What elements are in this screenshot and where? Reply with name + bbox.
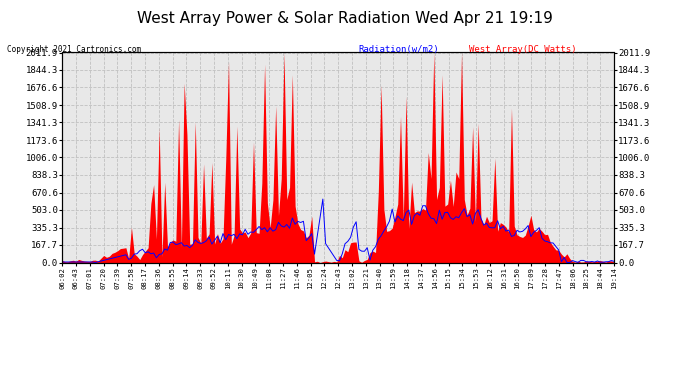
Text: Radiation(w/m2): Radiation(w/m2) [359,45,440,54]
Text: Copyright 2021 Cartronics.com: Copyright 2021 Cartronics.com [7,45,141,54]
Text: West Array Power & Solar Radiation Wed Apr 21 19:19: West Array Power & Solar Radiation Wed A… [137,11,553,26]
Text: West Array(DC Watts): West Array(DC Watts) [469,45,577,54]
